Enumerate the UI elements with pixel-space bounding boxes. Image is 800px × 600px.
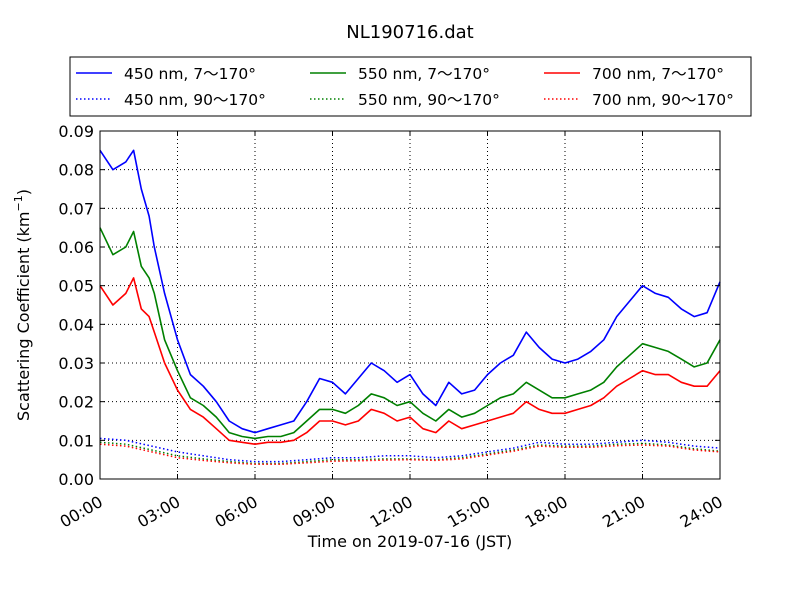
y-tick-labels: 0.00 0.01 0.02 0.03 0.04 0.05 0.06 0.07 0.08 0.09 [58, 122, 94, 489]
y-tick-label: 0.03 [58, 354, 94, 373]
x-tick-label: 21:00 [599, 492, 648, 532]
legend: 450 nm, 7～170° 550 nm, 7～170° 700 nm, 7～17… [69, 56, 752, 117]
x-tick-labels: 00:00 03:00 06:00 09:00 12:00 15:00 18:00 21:00… [57, 492, 726, 532]
x-tick-label: 15:00 [444, 492, 493, 532]
legend-label-2: 550 nm, 7～170° [358, 65, 490, 83]
plot-background [100, 131, 720, 479]
chart-title: NL190716.dat [346, 22, 473, 43]
y-tick-label: 0.00 [58, 470, 94, 489]
series-line-4 [99, 437, 721, 463]
y-tick-label: 0.08 [58, 161, 94, 180]
x-tick-label: 00:00 [57, 492, 106, 532]
plot-area [99, 130, 721, 480]
x-tick-label: 12:00 [367, 492, 416, 532]
legend-label-6: 700 nm, 90～170° [592, 91, 734, 109]
series-line-5 [99, 441, 721, 465]
ticks [99, 130, 721, 480]
legend-label-3: 700 nm, 7～170° [592, 65, 724, 83]
y-tick-label: 0.04 [58, 315, 94, 334]
y-axis-label-sup: −1 [12, 195, 25, 211]
series-layer [99, 149, 721, 466]
x-tick-label: 09:00 [289, 492, 338, 532]
y-axis-label: Scattering Coefficient (km−1) [12, 189, 33, 421]
series-line-2 [99, 227, 721, 440]
y-tick-label: 0.07 [58, 199, 94, 218]
y-axis-label-close: ) [14, 189, 33, 195]
series-line-1 [99, 149, 721, 434]
y-tick-label: 0.09 [58, 122, 94, 141]
x-tick-label: 18:00 [522, 492, 571, 532]
legend-label-1: 450 nm, 7～170° [124, 65, 256, 83]
grid [100, 131, 720, 479]
x-tick-label: 24:00 [677, 492, 726, 532]
legend-frame [69, 56, 752, 117]
series-line-3 [99, 277, 721, 445]
y-tick-label: 0.06 [58, 238, 94, 257]
series-line-6 [99, 443, 721, 466]
x-tick-label: 03:00 [134, 492, 183, 532]
y-tick-label: 0.02 [58, 393, 94, 412]
legend-label-4: 450 nm, 90～170° [124, 91, 266, 109]
x-axis-label: Time on 2019-07-16 (JST) [307, 532, 512, 551]
legend-label-5: 550 nm, 90～170° [358, 91, 500, 109]
y-axis-label-main: Scattering Coefficient (km [14, 211, 33, 421]
y-tick-label: 0.05 [58, 277, 94, 296]
y-tick-label: 0.01 [58, 431, 94, 450]
x-tick-label: 06:00 [212, 492, 261, 532]
